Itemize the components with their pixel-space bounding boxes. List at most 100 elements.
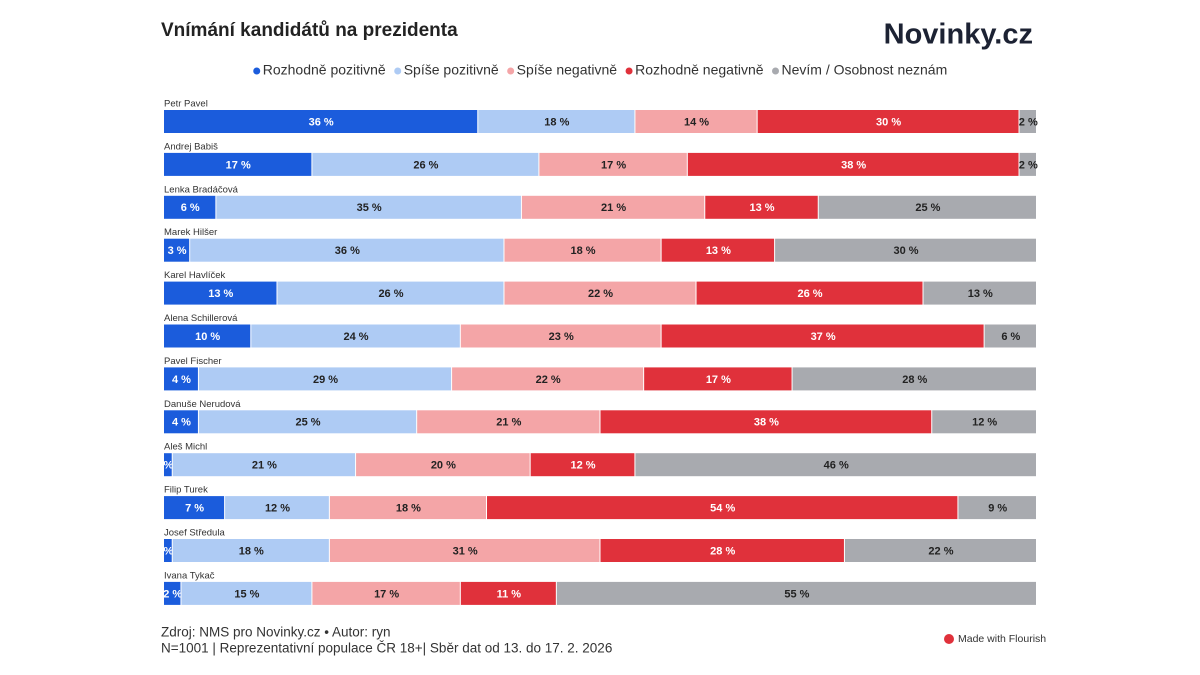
- value-label: 14 %: [684, 116, 709, 128]
- value-label: 12 %: [571, 460, 596, 472]
- bar-segment: [164, 410, 198, 434]
- value-label: 12 %: [265, 503, 290, 515]
- category-label: Aleš Michl: [164, 442, 207, 453]
- bar-segment: [164, 195, 216, 219]
- bar-segment: [478, 110, 635, 133]
- value-label: 13 %: [706, 245, 731, 257]
- category-label: Lenka Bradáčová: [164, 184, 239, 195]
- category-label: Marek Hilšer: [164, 227, 217, 238]
- bar-segment: [705, 195, 818, 219]
- value-label: 35 %: [357, 202, 382, 214]
- bar-segment: [530, 453, 635, 477]
- bar-segment: [504, 238, 661, 262]
- bar-segment: [329, 496, 487, 520]
- chart-title: Vnímání kandidátů na prezidenta: [161, 20, 458, 41]
- bar-segment: [312, 581, 460, 605]
- category-label: Petr Pavel: [164, 99, 208, 110]
- value-label: 30 %: [876, 116, 901, 128]
- category-label: Ivana Tykač: [164, 570, 215, 581]
- bar-segment: [172, 453, 356, 477]
- bar-segment: [164, 110, 478, 133]
- bar-segment: [417, 410, 600, 434]
- bar-segment: [225, 496, 329, 520]
- value-label: 36 %: [335, 245, 360, 257]
- category-label: Alena Schillerová: [164, 313, 238, 324]
- bar-segment: [164, 152, 312, 176]
- value-label: 12 %: [972, 417, 997, 429]
- value-label: 18 %: [544, 116, 569, 128]
- bar-segment: [600, 539, 844, 562]
- value-label: 30 %: [894, 245, 919, 257]
- bar-segment: [452, 367, 644, 391]
- bar-segment: [329, 539, 600, 562]
- bar-segment: [460, 581, 556, 605]
- bar-segment: [1019, 152, 1036, 176]
- value-label: 13 %: [208, 288, 233, 300]
- category-label: Karel Havlíček: [164, 270, 225, 281]
- value-label: 6 %: [181, 202, 200, 214]
- note: N=1001 | Reprezentativní populace ČR 18+…: [161, 641, 612, 656]
- bar-segment: [844, 539, 1036, 562]
- bar-segment: [164, 581, 181, 605]
- value-label: 22 %: [928, 545, 953, 557]
- value-label: 22 %: [536, 374, 561, 386]
- legend-label: Nevím / Osobnost neznám: [782, 62, 948, 78]
- legend-label: Rozhodně negativně: [635, 62, 764, 78]
- bar-segment: [792, 367, 1036, 391]
- bar-segment: [216, 195, 521, 219]
- brand-logo: Novinky.cz: [884, 19, 1033, 51]
- credit[interactable]: Made with Flourish: [958, 633, 1046, 645]
- bar-segment: [164, 281, 277, 305]
- value-label: 28 %: [710, 545, 735, 557]
- bar-segment: [923, 281, 1036, 305]
- legend-marker: [507, 67, 515, 75]
- value-label: 31 %: [453, 545, 478, 557]
- legend-marker: [772, 67, 780, 75]
- bar-segment: [1019, 110, 1036, 133]
- value-label: 4 %: [172, 374, 191, 386]
- value-label: 17 %: [374, 588, 399, 600]
- bar-segment: [635, 110, 757, 133]
- bar-segment: [984, 324, 1036, 348]
- value-label: 4 %: [172, 417, 191, 429]
- bar-segment: [356, 453, 530, 477]
- value-label: 15 %: [234, 588, 259, 600]
- value-label: 29 %: [313, 374, 338, 386]
- bar-segment: [521, 195, 705, 219]
- value-label: 17 %: [226, 159, 251, 171]
- value-label: 38 %: [841, 159, 866, 171]
- bar-segment: [661, 324, 984, 348]
- bar-segment: [487, 496, 958, 520]
- value-label: 26 %: [797, 288, 822, 300]
- value-label: 11 %: [497, 588, 522, 600]
- bar-segment: [539, 152, 687, 176]
- value-label: 18 %: [571, 245, 596, 257]
- value-label: 20 %: [431, 460, 456, 472]
- source: Zdroj: NMS pro Novinky.cz • Autor: ryn: [161, 625, 391, 640]
- value-label: 54 %: [710, 503, 735, 515]
- bar-segment: [757, 110, 1019, 133]
- category-label: Josef Středula: [164, 528, 225, 539]
- bar-segment: [312, 152, 539, 176]
- flourish-icon: [944, 634, 954, 644]
- value-label: 2 %: [1019, 116, 1038, 128]
- bar-segment: [504, 281, 696, 305]
- value-label: 21 %: [601, 202, 626, 214]
- value-label: 21 %: [496, 417, 521, 429]
- bar-segment: [644, 367, 792, 391]
- value-label: 18 %: [239, 545, 264, 557]
- bar-segment: [687, 152, 1019, 176]
- legend-label: Spíše pozitivně: [404, 62, 499, 78]
- value-label: 36 %: [309, 116, 334, 128]
- bar-segment: [198, 367, 452, 391]
- bar-segment: [460, 324, 661, 348]
- value-label: 21 %: [252, 460, 277, 472]
- bar-segment: [251, 324, 460, 348]
- value-label: 3 %: [168, 245, 187, 257]
- value-label: 13 %: [968, 288, 993, 300]
- value-label: 17 %: [601, 159, 626, 171]
- value-label: 2 %: [163, 588, 182, 600]
- legend-marker: [394, 67, 402, 75]
- bar-segment: [164, 367, 198, 391]
